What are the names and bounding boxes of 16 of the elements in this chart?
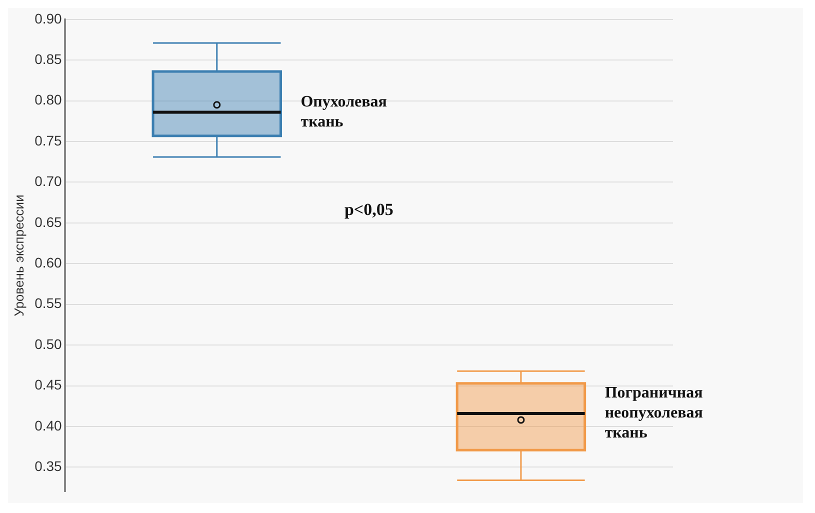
annotation: p<0,05 [344,200,394,219]
y-tick-label: 0.90 [34,10,62,26]
y-tick-label: 0.70 [34,173,62,190]
series-label: Пограничная неопухолевая ткань [604,384,704,442]
series-label: Опухолевая ткань [300,93,388,130]
y-tick-label: 0.75 [34,132,62,148]
y-tick-label: 0.40 [34,417,62,434]
y-tick-label: 0.50 [34,336,62,352]
y-tick-label: 0.65 [34,214,62,230]
y-tick-label: 0.60 [34,254,62,270]
y-tick-label: 0.35 [34,458,62,474]
y-tick-label: 0.55 [34,295,62,312]
y-axis-title: Уровень экспрессии [11,194,26,316]
y-tick-label: 0.80 [34,92,62,108]
y-tick-label: 0.85 [34,50,62,67]
y-tick-label: 0.45 [34,376,62,393]
